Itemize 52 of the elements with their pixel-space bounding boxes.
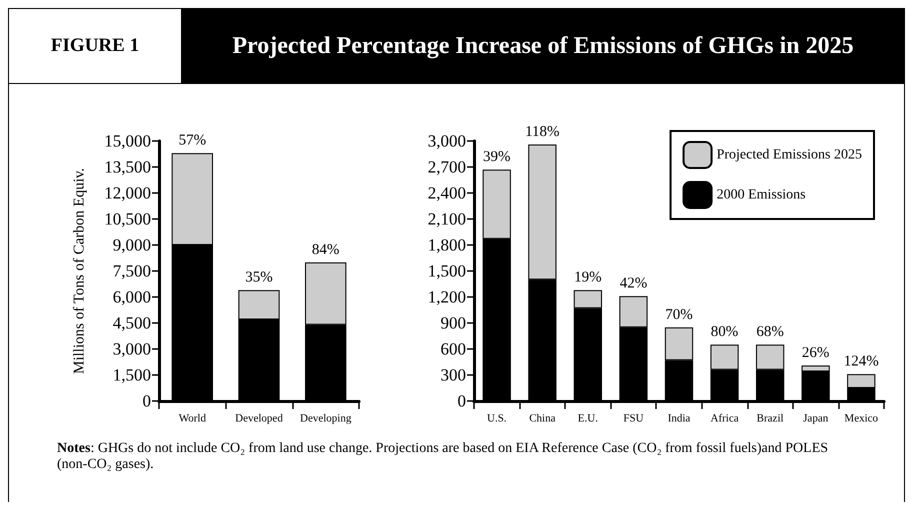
annotation: 35%: [245, 270, 273, 286]
x-tick-label: Africa: [710, 412, 739, 424]
y-tick-label: 1,500: [428, 262, 466, 280]
y-tick-label: 600: [440, 340, 466, 358]
y-tick-label: 12,000: [104, 184, 151, 202]
y-tick-label: 300: [440, 366, 466, 384]
legend-label: Projected Emissions 2025: [716, 148, 862, 162]
x-tick-label: Japan: [803, 412, 829, 424]
y-tick-label: 10,500: [104, 210, 151, 228]
y-tick-label: 900: [440, 314, 466, 332]
annotation: 57%: [178, 132, 206, 149]
y-tick-label: 2,400: [428, 184, 466, 202]
y-tick-label: 0: [458, 392, 466, 410]
x-tick-label: FSU: [623, 412, 644, 424]
annotation: 19%: [574, 270, 602, 286]
y-tick-label: 13,500: [104, 158, 151, 176]
annotation: 42%: [620, 276, 648, 292]
y-axis-title: Millions of Tons of Carbon Equiv.: [72, 168, 88, 374]
x-tick-label: Developing: [300, 412, 352, 424]
annotation: 84%: [312, 242, 340, 258]
y-tick-label: 6,000: [112, 288, 151, 306]
y-tick-label: 3,000: [112, 340, 151, 358]
annotation: 39%: [483, 149, 511, 166]
y-tick-label: 9,000: [112, 236, 151, 254]
x-tick-label: Developed: [235, 412, 284, 424]
y-tick-label: 3,000: [428, 132, 466, 150]
y-tick-label: 1,800: [428, 236, 466, 254]
caption: FIGURE 1: [9, 9, 182, 83]
text: Projected Percentage Increase of Emissions of GHGs in 2025: [182, 9, 904, 83]
annotation: 70%: [665, 306, 693, 323]
y-tick-label: 0: [142, 392, 151, 410]
y-tick-label: 2,700: [428, 158, 466, 176]
legend-label: 2000 Emissions: [716, 188, 806, 202]
annotation: 118%: [525, 124, 560, 140]
text: Notes: GHGs do not include CO₂ from land use change. Projections are based on EIA Reference Case (CO₂ from fossil fuels)and POLES (non-CO₂ gases).: [57, 441, 830, 473]
x-tick-label: U.S.: [486, 412, 507, 424]
x-tick-label: World: [178, 412, 206, 424]
x-tick-label: China: [529, 412, 556, 424]
y-tick-label: 15,000: [104, 132, 151, 150]
annotation: 124%: [844, 354, 879, 370]
y-tick-label: 4,500: [112, 314, 151, 332]
annotation: 68%: [756, 324, 784, 340]
x-tick-label: Mexico: [844, 412, 879, 424]
y-tick-label: 7,500: [112, 262, 151, 280]
y-tick-label: 1,500: [112, 366, 151, 384]
annotation: 26%: [802, 344, 830, 361]
y-tick-label: 1,200: [428, 288, 466, 306]
x-tick-label: E.U.: [578, 412, 598, 424]
x-tick-label: India: [668, 412, 690, 424]
x-tick-label: Brazil: [756, 412, 784, 424]
annotation: 80%: [710, 324, 738, 340]
y-tick-label: 2,100: [428, 210, 466, 228]
